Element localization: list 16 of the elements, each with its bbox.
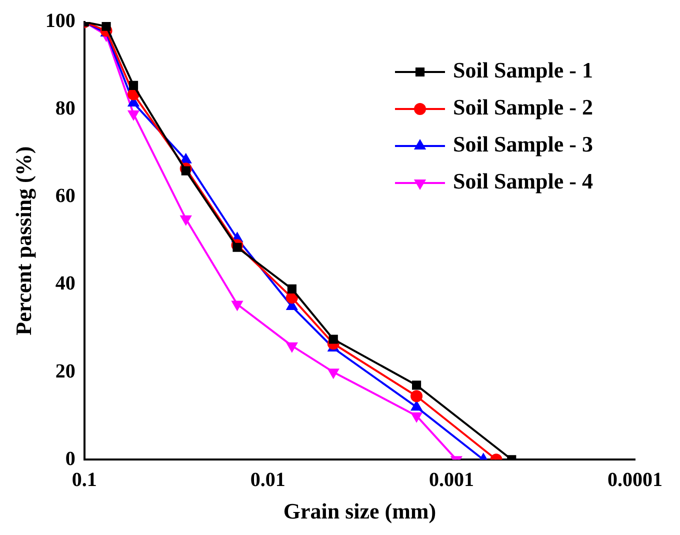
y-tick-label: 80 [55,98,76,120]
x-tick-label: 0.01 [250,468,286,491]
legend-label: Soil Sample - 2 [453,94,593,120]
legend-label: Soil Sample - 1 [453,58,593,83]
y-tick-label: 20 [55,360,76,382]
y-tick-label: 40 [55,272,76,295]
x-tick-label: 0.0001 [608,468,662,491]
y-tick-label: 60 [55,185,76,208]
legend-label: Soil Sample - 4 [453,168,593,194]
y-tick-label: 100 [45,10,76,32]
x-axis-title: Grain size (mm) [283,498,436,524]
legend-label: Soil Sample - 3 [453,132,593,157]
x-tick-label: 0.1 [72,468,97,491]
y-axis-title: Percent passing (%) [10,146,36,336]
x-tick-label: 0.001 [428,468,474,491]
y-tick-label: 0 [65,448,76,470]
